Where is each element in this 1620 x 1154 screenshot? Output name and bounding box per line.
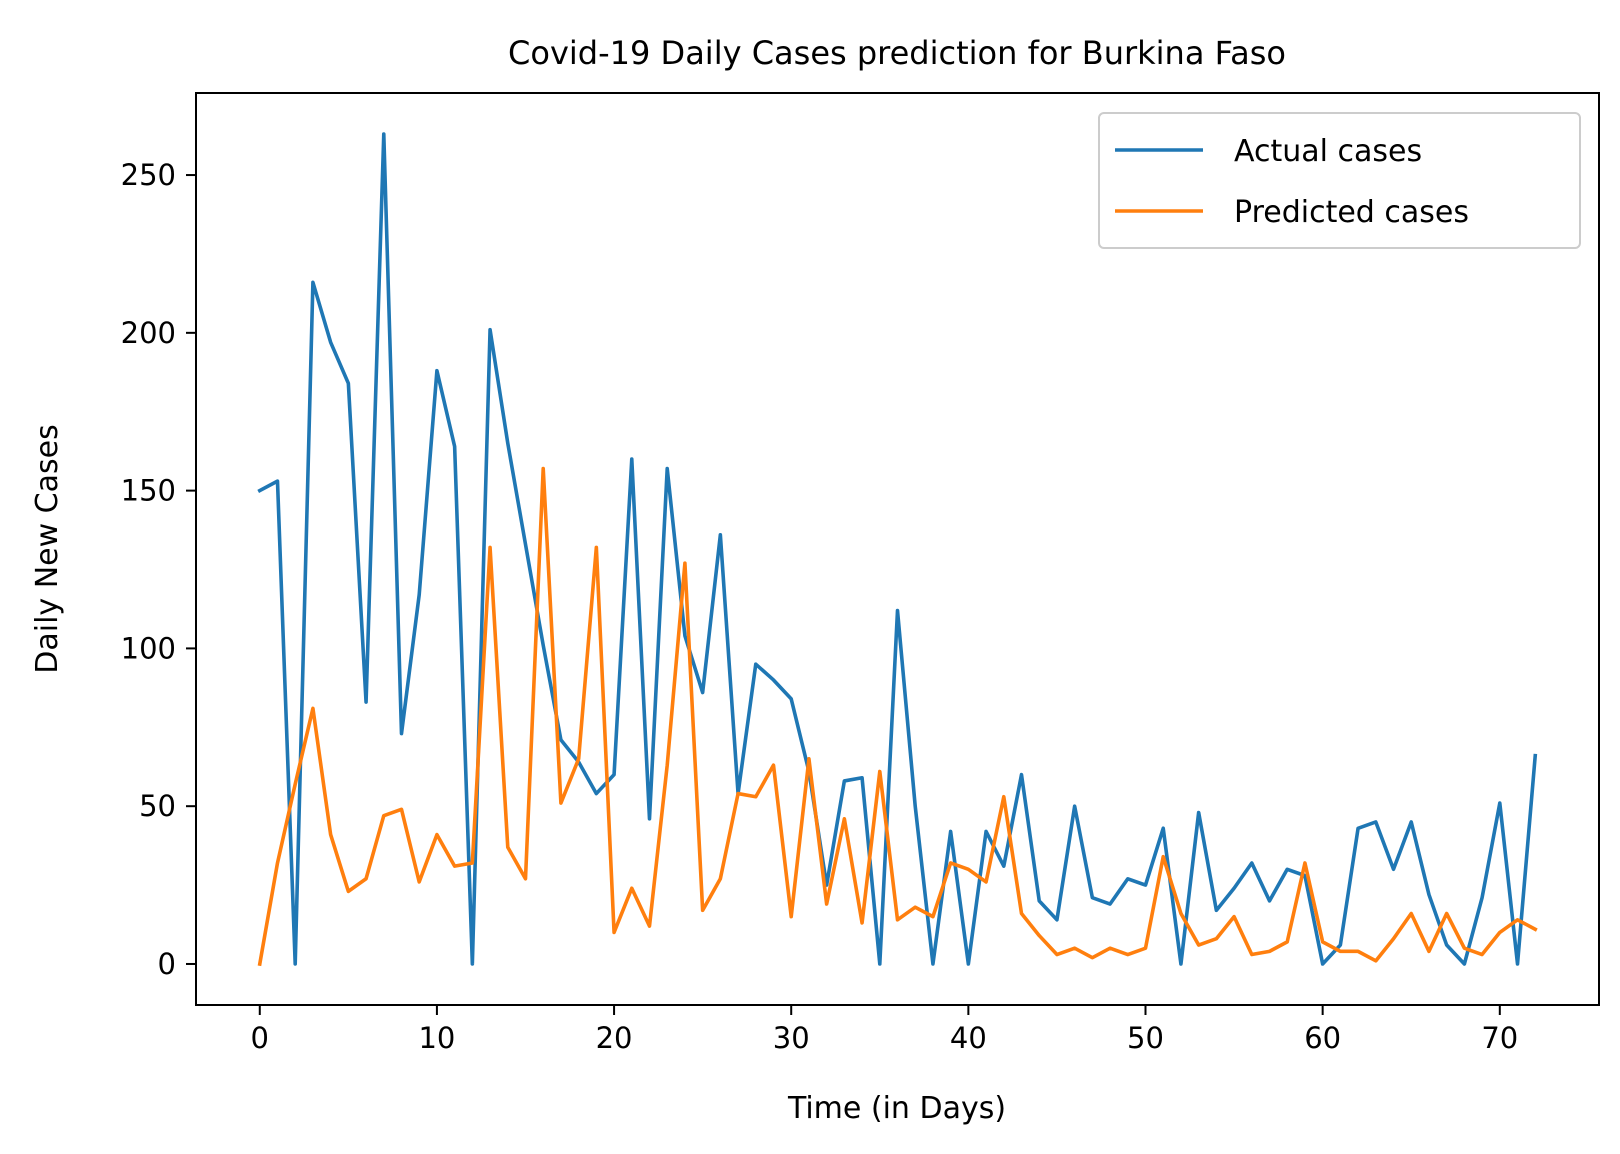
x-tick-label: 70 (1481, 1021, 1518, 1055)
series-line-actual (257, 132, 1538, 966)
plot-frame (195, 92, 1600, 1006)
y-tick-label: 0 (158, 947, 176, 981)
x-tick-label: 10 (418, 1021, 455, 1055)
y-tick-label: 100 (121, 631, 176, 665)
legend-label: Predicted cases (1234, 195, 1469, 230)
legend-label: Actual cases (1234, 134, 1422, 169)
series-line-predicted (257, 466, 1538, 967)
y-tick-label: 250 (121, 158, 176, 192)
chart-title: Covid-19 Daily Cases prediction for Burk… (508, 34, 1286, 72)
x-tick-label: 0 (251, 1021, 269, 1055)
x-tick-label: 40 (950, 1021, 987, 1055)
y-tick-label: 150 (121, 474, 176, 508)
x-tick-label: 20 (596, 1021, 633, 1055)
legend: Actual cases Predicted cases (1098, 112, 1581, 249)
x-tick-label: 50 (1127, 1021, 1164, 1055)
x-tick-label: 30 (773, 1021, 810, 1055)
x-axis-label: Time (in Days) (787, 1091, 1006, 1126)
x-tick-label: 60 (1304, 1021, 1341, 1055)
legend-box (1098, 112, 1581, 249)
y-tick-label: 50 (139, 789, 176, 823)
y-axis-label: Daily New Cases (30, 424, 65, 673)
y-tick-label: 200 (121, 316, 176, 350)
